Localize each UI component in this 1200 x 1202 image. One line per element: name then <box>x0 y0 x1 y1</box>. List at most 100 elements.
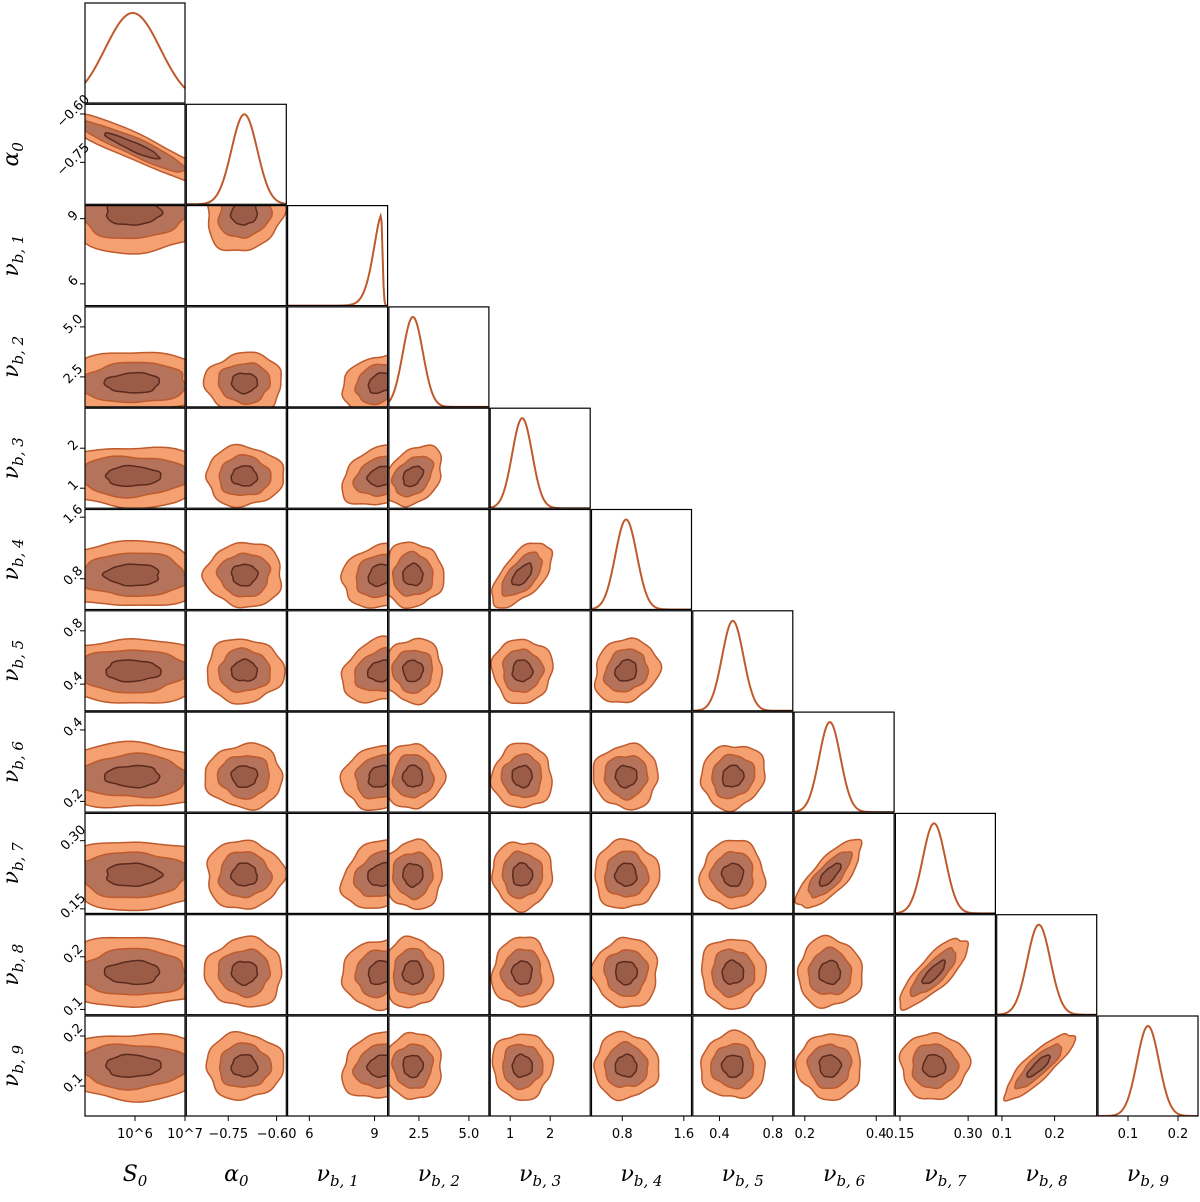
contour-panel-nub2-nub3 <box>388 407 490 509</box>
panel-frame <box>287 1015 389 1117</box>
y-tick-label-nub3-1: 2 <box>65 437 81 453</box>
panel-frame <box>692 610 794 712</box>
y-tick-label-nub6-1: 0.4 <box>61 715 86 740</box>
marginal-density-nub2 <box>388 315 489 407</box>
marginal-panel-nub5 <box>692 610 794 712</box>
marginal-panel-nub2 <box>388 306 490 408</box>
contour-panel-nub1-nub5 <box>287 610 389 712</box>
contour-panel-nub4-nub7 <box>590 812 693 915</box>
y-axis-label-nub9: νb, 9 <box>0 1045 27 1088</box>
contour-panel-nub7-nub8 <box>894 914 997 1016</box>
contour-1sigma <box>229 862 258 887</box>
x-tick-label-alpha0-0: −0.75 <box>208 1127 248 1142</box>
contour-1sigma <box>401 960 424 985</box>
marginal-density-alpha0 <box>186 113 287 205</box>
x-tick-label-nub3-1: 2 <box>546 1127 554 1142</box>
panel-frame <box>793 1015 895 1117</box>
marginal-panel-nub3 <box>489 407 591 509</box>
y-axis-label-nub4: νb, 4 <box>0 538 27 580</box>
x-axis-label-S0: S0 <box>123 1162 148 1190</box>
contour-panel-nub4-nub9: 0.8 1.6 νb, 4 <box>590 1015 694 1190</box>
panel-frame <box>793 812 895 915</box>
x-tick-label-nub1-0: 6 <box>305 1127 313 1142</box>
contour-panel-alpha0-nub7 <box>185 812 287 915</box>
contour-1sigma <box>103 959 161 986</box>
contour-panel-nub1-nub6 <box>287 711 389 813</box>
y-tick-label-nub9-1: 0.2 <box>61 1021 86 1046</box>
y-tick-label-nub8-1: 0.2 <box>61 942 86 967</box>
panel-frame <box>489 407 591 509</box>
x-tick-label-nub1-1: 9 <box>370 1127 378 1142</box>
contour-panel-nub1-nub9: 6 9 νb, 1 <box>287 1015 389 1190</box>
marginal-density-S0 <box>85 12 185 89</box>
panel-frame <box>84 711 186 813</box>
contour-1sigma <box>105 1053 162 1078</box>
contour-panel-nub2-nub6 <box>388 711 490 813</box>
panel-frame <box>489 1015 591 1117</box>
panel-frame <box>287 306 389 408</box>
x-tick-label-nub6-0: 0.2 <box>794 1127 815 1142</box>
panel-frame <box>894 1015 997 1117</box>
marginal-panel-nub7 <box>894 812 997 915</box>
panel-frame <box>388 1015 490 1117</box>
contour-panel-nub4-nub8 <box>590 914 693 1016</box>
x-tick-label-nub5-1: 0.8 <box>762 1127 783 1142</box>
panel-frame <box>590 610 693 712</box>
x-axis-label-nub6: νb, 6 <box>823 1162 866 1190</box>
contour-panel-S0-nub9: 0.1 0.2 νb, 9 10^6 10^7 S0 <box>0 1015 203 1190</box>
panel-frame <box>1097 1015 1199 1117</box>
contour-panel-alpha0-nub6 <box>185 711 287 813</box>
x-tick-label-nub5-0: 0.4 <box>709 1127 730 1142</box>
panel-frame <box>287 711 389 813</box>
x-axis-label-nub8: νb, 8 <box>1026 1162 1068 1190</box>
contour-1sigma <box>105 862 164 887</box>
panel-frame <box>84 508 186 611</box>
x-axis-label-nub1: νb, 1 <box>317 1162 359 1190</box>
panel-frame <box>185 306 287 408</box>
panel-frame <box>590 914 693 1016</box>
y-tick-label-nub1-1: 9 <box>65 208 81 224</box>
panel-frame <box>996 1015 1098 1117</box>
panel-frame <box>388 812 490 915</box>
x-axis-label-alpha0: α0 <box>224 1162 249 1190</box>
x-tick-label-nub6-1: 0.4 <box>866 1127 887 1142</box>
y-tick-label-nub8-0: 0.1 <box>61 994 86 1019</box>
contour-panel-nub3-nub9: 1 2 νb, 3 <box>489 1015 591 1190</box>
y-tick-label-nub6-0: 0.2 <box>61 786 86 811</box>
y-tick-label-nub2-1: 5.0 <box>61 312 86 337</box>
panel-frame <box>185 711 287 813</box>
contour-1sigma <box>1026 1054 1051 1078</box>
panel-frame <box>84 103 186 205</box>
panel-frame <box>84 407 186 509</box>
contour-1sigma <box>721 959 745 985</box>
contour-1sigma <box>230 563 259 587</box>
marginal-density-nub7 <box>895 822 996 914</box>
marginal-panel-alpha0 <box>185 103 287 205</box>
panel-frame <box>894 812 997 915</box>
contour-1sigma <box>511 1053 534 1079</box>
x-axis-label-nub2: νb, 2 <box>418 1162 460 1190</box>
panel-frame <box>185 812 287 915</box>
contour-1sigma <box>720 1054 744 1079</box>
y-tick-label-nub3-0: 1 <box>65 477 81 493</box>
contour-1sigma <box>721 764 745 788</box>
panel-frame <box>388 610 490 712</box>
y-axis-label-nub1: νb, 1 <box>0 235 27 277</box>
contour-1sigma <box>510 960 533 985</box>
marginal-density-nub5 <box>692 619 793 711</box>
contour-1sigma <box>367 861 388 887</box>
contour-panel-S0-nub3: 1 2 νb, 3 <box>0 407 186 509</box>
contour-1sigma <box>402 1054 425 1079</box>
y-axis-label-nub2: νb, 2 <box>0 336 27 378</box>
contour-1sigma <box>921 959 946 985</box>
panel-frame <box>287 407 389 509</box>
contour-panel-nub2-nub5 <box>388 610 490 712</box>
x-axis-label-nub5: νb, 5 <box>722 1162 764 1190</box>
y-axis-label-nub5: νb, 5 <box>0 640 27 682</box>
contour-panel-nub1-nub4 <box>287 508 389 611</box>
contour-panel-nub1-nub8 <box>287 914 389 1016</box>
marginal-density-nub3 <box>490 417 591 509</box>
panel-frame <box>287 610 389 712</box>
contour-1sigma <box>511 659 534 683</box>
